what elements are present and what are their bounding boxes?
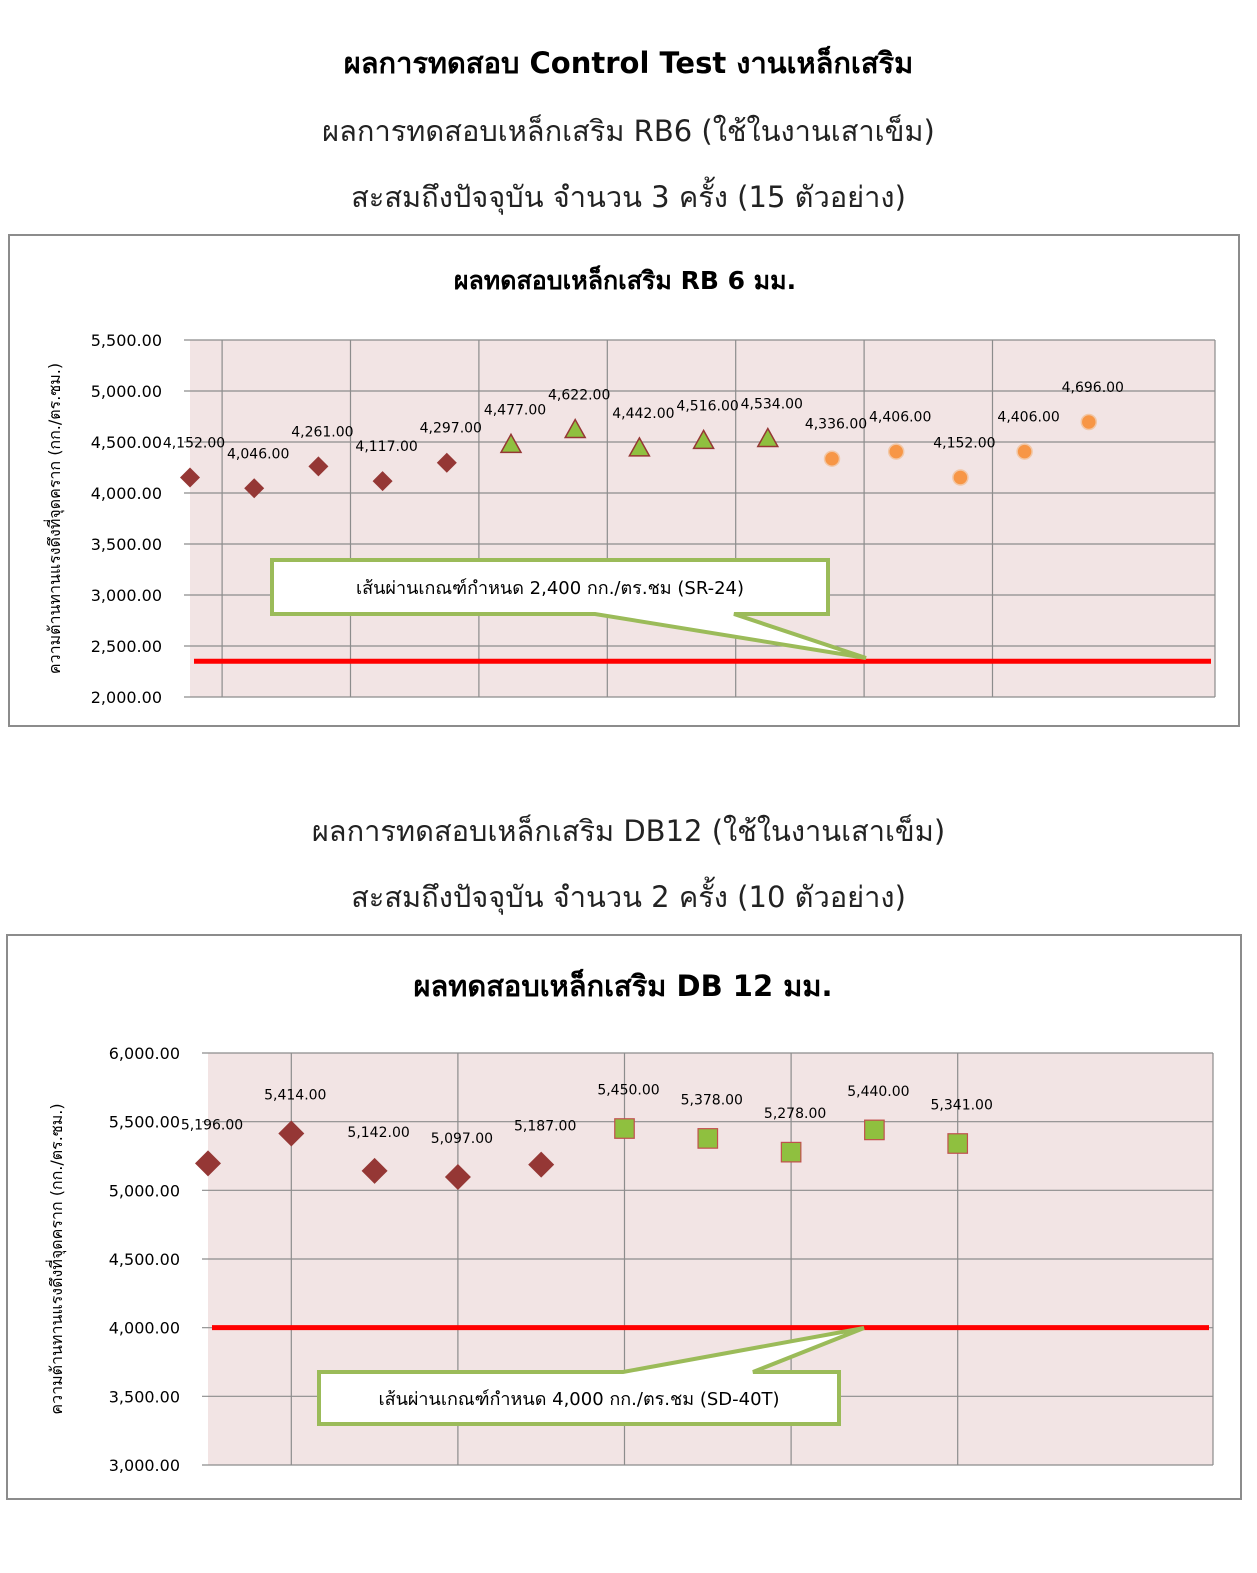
- point-circle: [1080, 413, 1098, 431]
- point-diamond: [436, 452, 457, 473]
- y-tick-label: 4,500.00: [91, 433, 162, 452]
- y-tick-label: 3,000.00: [91, 586, 162, 605]
- point-circle: [887, 443, 905, 460]
- plot-area: [190, 340, 1215, 697]
- point-square: [780, 1141, 802, 1163]
- data-label: 4,152.00: [933, 435, 995, 451]
- y-tick-label: 4,000.00: [109, 1319, 180, 1338]
- point-triangle: [756, 426, 780, 448]
- rb6-chart-svg: ผลทดสอบเหล็กเสริม RB 6 มม. 5,500.00 5,000.…: [43, 265, 1216, 707]
- data-label: 4,297.00: [420, 421, 482, 437]
- chart-title: ผลทดสอบเหล็กเสริม RB 6 มม.: [454, 265, 796, 295]
- point-square: [614, 1118, 635, 1139]
- data-label: 5,341.00: [931, 1098, 993, 1114]
- y-tick-label: 3,500.00: [109, 1387, 180, 1406]
- point-triangle: [499, 432, 523, 454]
- data-label: 5,196.00: [181, 1117, 243, 1133]
- rb6-heading: ผลการทดสอบเหล็กเสริม RB6 (ใช้ในงานเสาเข็…: [322, 114, 935, 148]
- point-diamond: [195, 1150, 221, 1177]
- data-label: 4,117.00: [355, 439, 417, 455]
- y-tick-label: 3,000.00: [109, 1456, 180, 1475]
- y-tick-label: 2,000.00: [91, 688, 162, 707]
- point-diamond: [180, 467, 200, 488]
- data-label: 4,406.00: [869, 410, 931, 426]
- y-tick-label: 4,500.00: [109, 1250, 180, 1269]
- point-circle: [823, 450, 841, 467]
- point-circle: [952, 469, 969, 486]
- callout-text: เส้นผ่านเกณฑ์กำหนด 2,400 กก./ตร.ชม (SR-2…: [356, 578, 744, 599]
- main-heading: ผลการทดสอบ Control Test งานเหล็กเสริม: [343, 46, 914, 80]
- point-circle: [1016, 443, 1033, 460]
- db12-chart-svg: ผลทดสอบเหล็กเสริม DB 12 มม. 6,000.00 5,500…: [45, 968, 1214, 1475]
- point-square: [947, 1133, 969, 1154]
- data-label: 5,187.00: [514, 1119, 576, 1135]
- point-diamond: [361, 1157, 388, 1184]
- point-diamond: [528, 1151, 555, 1178]
- data-label: 5,414.00: [264, 1087, 326, 1103]
- data-label: 4,477.00: [484, 402, 546, 418]
- point-triangle: [692, 428, 715, 450]
- point-diamond: [308, 456, 329, 477]
- data-label: 5,142.00: [347, 1125, 409, 1141]
- data-label: 5,097.00: [431, 1131, 493, 1147]
- data-label: 4,152.00: [163, 435, 225, 451]
- data-label: 4,534.00: [741, 397, 803, 413]
- data-label: 5,278.00: [764, 1106, 826, 1122]
- data-label: 4,696.00: [1062, 380, 1124, 396]
- data-label: 4,622.00: [548, 388, 610, 404]
- y-tick-label: 3,500.00: [91, 535, 162, 554]
- data-label: 5,450.00: [597, 1083, 659, 1099]
- point-diamond: [372, 471, 393, 492]
- data-label: 4,516.00: [676, 398, 738, 414]
- rb6-subheading: สะสมถึงปัจจุบัน จำนวน 3 ครั้ง (15 ตัวอย่…: [351, 180, 906, 214]
- data-label: 5,378.00: [681, 1092, 743, 1108]
- data-label: 4,406.00: [997, 410, 1059, 426]
- callout-text: เส้นผ่านเกณฑ์กำหนด 4,000 กก./ตร.ชม (SD-4…: [378, 1389, 779, 1410]
- point-triangle: [563, 418, 587, 439]
- data-label: 4,261.00: [291, 424, 353, 440]
- point-diamond: [278, 1120, 305, 1147]
- data-label: 4,442.00: [612, 406, 674, 422]
- y-axis-label: ความต้านทานแรงดึงที่จุดคราก (กก./ตร.ซม.): [45, 1103, 67, 1414]
- y-axis-label: ความต้านทานแรงดึงที่จุดคราก (กก./ตร.ซม.): [43, 363, 65, 674]
- point-diamond: [444, 1164, 471, 1191]
- callout-box: [270, 558, 867, 660]
- point-diamond: [244, 478, 265, 499]
- point-triangle: [628, 436, 651, 457]
- y-tick-label: 5,000.00: [91, 382, 162, 401]
- data-label: 5,440.00: [847, 1084, 909, 1100]
- y-tick-label: 5,000.00: [109, 1181, 180, 1200]
- point-square: [864, 1119, 885, 1141]
- db12-heading: ผลการทดสอบเหล็กเสริม DB12 (ใช้ในงานเสาเข…: [311, 814, 946, 848]
- point-square: [697, 1128, 719, 1149]
- y-tick-label: 6,000.00: [109, 1044, 180, 1063]
- data-label: 4,336.00: [805, 417, 867, 433]
- db12-subheading: สะสมถึงปัจจุบัน จำนวน 2 ครั้ง (10 ตัวอย่…: [351, 880, 906, 914]
- y-tick-label: 5,500.00: [91, 331, 162, 350]
- y-tick-label: 2,500.00: [91, 637, 162, 656]
- db12-chart: ผลทดสอบเหล็กเสริม DB 12 มม. 6,000.00 5,500…: [6, 934, 1242, 1500]
- callout-box: [317, 1326, 865, 1426]
- chart-title: ผลทดสอบเหล็กเสริม DB 12 มม.: [414, 968, 833, 1003]
- y-tick-label: 4,000.00: [91, 484, 162, 503]
- data-label: 4,046.00: [227, 446, 289, 462]
- rb6-chart: ผลทดสอบเหล็กเสริม RB 6 มม. 5,500.00 5,000.…: [8, 234, 1240, 727]
- y-tick-label: 5,500.00: [109, 1113, 180, 1132]
